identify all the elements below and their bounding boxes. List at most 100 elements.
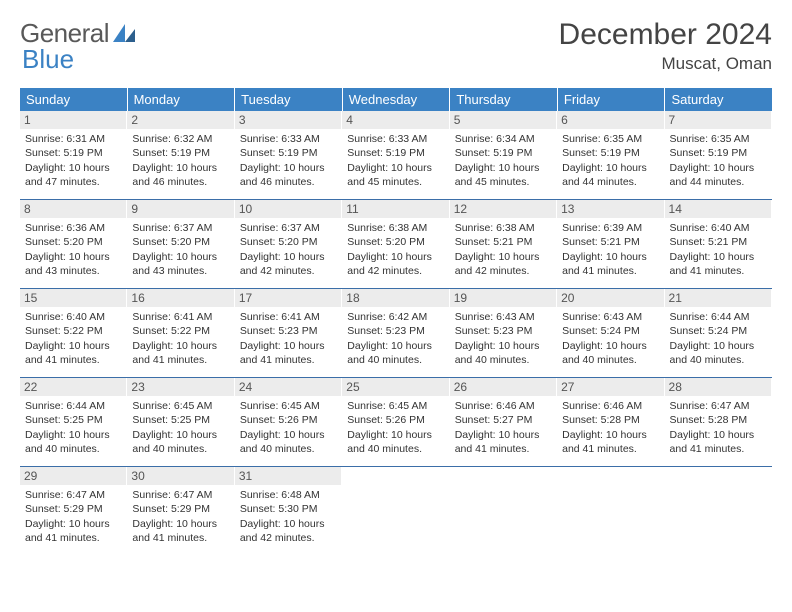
day-daylight2: and 43 minutes.: [25, 264, 121, 278]
month-title: December 2024: [559, 18, 772, 52]
day-sunrise: Sunrise: 6:37 AM: [132, 221, 228, 235]
day-daylight1: Daylight: 10 hours: [562, 339, 658, 353]
day-sunset: Sunset: 5:19 PM: [25, 146, 121, 160]
day-number: 5: [450, 111, 556, 129]
day-daylight2: and 40 minutes.: [25, 442, 121, 456]
day-sunset: Sunset: 5:22 PM: [25, 324, 121, 338]
day-daylight2: and 40 minutes.: [347, 353, 443, 367]
calendar-day-cell: 10Sunrise: 6:37 AMSunset: 5:20 PMDayligh…: [235, 200, 342, 288]
day-daylight1: Daylight: 10 hours: [562, 250, 658, 264]
day-sunrise: Sunrise: 6:36 AM: [25, 221, 121, 235]
day-daylight2: and 41 minutes.: [670, 442, 766, 456]
day-sunset: Sunset: 5:19 PM: [455, 146, 551, 160]
day-daylight1: Daylight: 10 hours: [347, 250, 443, 264]
day-sunset: Sunset: 5:29 PM: [132, 502, 228, 516]
day-number: 14: [665, 200, 771, 218]
day-number: 26: [450, 378, 556, 396]
day-number: 18: [342, 289, 448, 307]
day-sunset: Sunset: 5:20 PM: [132, 235, 228, 249]
day-daylight1: Daylight: 10 hours: [240, 428, 336, 442]
day-daylight1: Daylight: 10 hours: [670, 339, 766, 353]
day-sunset: Sunset: 5:19 PM: [132, 146, 228, 160]
day-daylight1: Daylight: 10 hours: [132, 428, 228, 442]
day-daylight2: and 41 minutes.: [240, 353, 336, 367]
day-number: 13: [557, 200, 663, 218]
calendar-day-cell: 24Sunrise: 6:45 AMSunset: 5:26 PMDayligh…: [235, 378, 342, 466]
calendar-day-cell: 31Sunrise: 6:48 AMSunset: 5:30 PMDayligh…: [235, 467, 342, 555]
weekday-header: Saturday: [665, 88, 772, 111]
day-sunset: Sunset: 5:27 PM: [455, 413, 551, 427]
calendar-day-cell: 30Sunrise: 6:47 AMSunset: 5:29 PMDayligh…: [127, 467, 234, 555]
day-daylight2: and 42 minutes.: [240, 531, 336, 545]
calendar: SundayMondayTuesdayWednesdayThursdayFrid…: [20, 88, 772, 555]
calendar-day-cell: 20Sunrise: 6:43 AMSunset: 5:24 PMDayligh…: [557, 289, 664, 377]
day-number: 15: [20, 289, 126, 307]
day-daylight1: Daylight: 10 hours: [670, 250, 766, 264]
day-sunset: Sunset: 5:20 PM: [240, 235, 336, 249]
weekday-header-row: SundayMondayTuesdayWednesdayThursdayFrid…: [20, 88, 772, 111]
day-daylight2: and 44 minutes.: [670, 175, 766, 189]
day-sunrise: Sunrise: 6:40 AM: [25, 310, 121, 324]
day-sunrise: Sunrise: 6:45 AM: [240, 399, 336, 413]
day-sunrise: Sunrise: 6:48 AM: [240, 488, 336, 502]
day-daylight2: and 40 minutes.: [670, 353, 766, 367]
calendar-day-cell: 17Sunrise: 6:41 AMSunset: 5:23 PMDayligh…: [235, 289, 342, 377]
day-daylight2: and 42 minutes.: [240, 264, 336, 278]
day-daylight2: and 46 minutes.: [132, 175, 228, 189]
calendar-day-cell: 3Sunrise: 6:33 AMSunset: 5:19 PMDaylight…: [235, 111, 342, 199]
day-number: 30: [127, 467, 233, 485]
day-sunrise: Sunrise: 6:41 AM: [132, 310, 228, 324]
day-sunset: Sunset: 5:20 PM: [25, 235, 121, 249]
calendar-day-cell: 27Sunrise: 6:46 AMSunset: 5:28 PMDayligh…: [557, 378, 664, 466]
title-block: December 2024 Muscat, Oman: [559, 18, 772, 74]
day-daylight2: and 40 minutes.: [240, 442, 336, 456]
day-daylight2: and 41 minutes.: [132, 531, 228, 545]
day-sunrise: Sunrise: 6:39 AM: [562, 221, 658, 235]
day-daylight2: and 46 minutes.: [240, 175, 336, 189]
day-daylight1: Daylight: 10 hours: [455, 161, 551, 175]
calendar-day-cell: 21Sunrise: 6:44 AMSunset: 5:24 PMDayligh…: [665, 289, 772, 377]
calendar-day-cell: 15Sunrise: 6:40 AMSunset: 5:22 PMDayligh…: [20, 289, 127, 377]
day-sunrise: Sunrise: 6:47 AM: [132, 488, 228, 502]
day-daylight2: and 42 minutes.: [347, 264, 443, 278]
day-number: 12: [450, 200, 556, 218]
weekday-header: Sunday: [20, 88, 128, 111]
day-sunset: Sunset: 5:23 PM: [240, 324, 336, 338]
day-daylight1: Daylight: 10 hours: [347, 428, 443, 442]
day-sunrise: Sunrise: 6:41 AM: [240, 310, 336, 324]
day-sunrise: Sunrise: 6:47 AM: [670, 399, 766, 413]
day-number: 21: [665, 289, 771, 307]
day-sunset: Sunset: 5:20 PM: [347, 235, 443, 249]
day-daylight2: and 47 minutes.: [25, 175, 121, 189]
day-sunrise: Sunrise: 6:37 AM: [240, 221, 336, 235]
day-number: 22: [20, 378, 126, 396]
day-daylight2: and 41 minutes.: [25, 353, 121, 367]
calendar-day-cell: 12Sunrise: 6:38 AMSunset: 5:21 PMDayligh…: [450, 200, 557, 288]
day-daylight1: Daylight: 10 hours: [240, 517, 336, 531]
day-sunset: Sunset: 5:25 PM: [132, 413, 228, 427]
day-daylight1: Daylight: 10 hours: [455, 428, 551, 442]
day-daylight2: and 45 minutes.: [347, 175, 443, 189]
calendar-body: 1Sunrise: 6:31 AMSunset: 5:19 PMDaylight…: [20, 111, 772, 555]
day-number: 8: [20, 200, 126, 218]
day-daylight2: and 41 minutes.: [25, 531, 121, 545]
day-number: 20: [557, 289, 663, 307]
day-sunrise: Sunrise: 6:34 AM: [455, 132, 551, 146]
day-sunrise: Sunrise: 6:33 AM: [347, 132, 443, 146]
day-sunrise: Sunrise: 6:38 AM: [347, 221, 443, 235]
day-sunset: Sunset: 5:19 PM: [240, 146, 336, 160]
day-daylight1: Daylight: 10 hours: [132, 161, 228, 175]
calendar-day-cell: 13Sunrise: 6:39 AMSunset: 5:21 PMDayligh…: [557, 200, 664, 288]
day-daylight1: Daylight: 10 hours: [347, 339, 443, 353]
calendar-day-cell: 22Sunrise: 6:44 AMSunset: 5:25 PMDayligh…: [20, 378, 127, 466]
calendar-week-row: 1Sunrise: 6:31 AMSunset: 5:19 PMDaylight…: [20, 111, 772, 200]
day-sunset: Sunset: 5:28 PM: [562, 413, 658, 427]
day-sunrise: Sunrise: 6:45 AM: [132, 399, 228, 413]
calendar-day-cell: 1Sunrise: 6:31 AMSunset: 5:19 PMDaylight…: [20, 111, 127, 199]
location-label: Muscat, Oman: [559, 54, 772, 74]
day-sunset: Sunset: 5:29 PM: [25, 502, 121, 516]
calendar-day-cell: [557, 467, 664, 555]
day-sunrise: Sunrise: 6:43 AM: [455, 310, 551, 324]
day-daylight2: and 40 minutes.: [455, 353, 551, 367]
weekday-header: Monday: [128, 88, 236, 111]
